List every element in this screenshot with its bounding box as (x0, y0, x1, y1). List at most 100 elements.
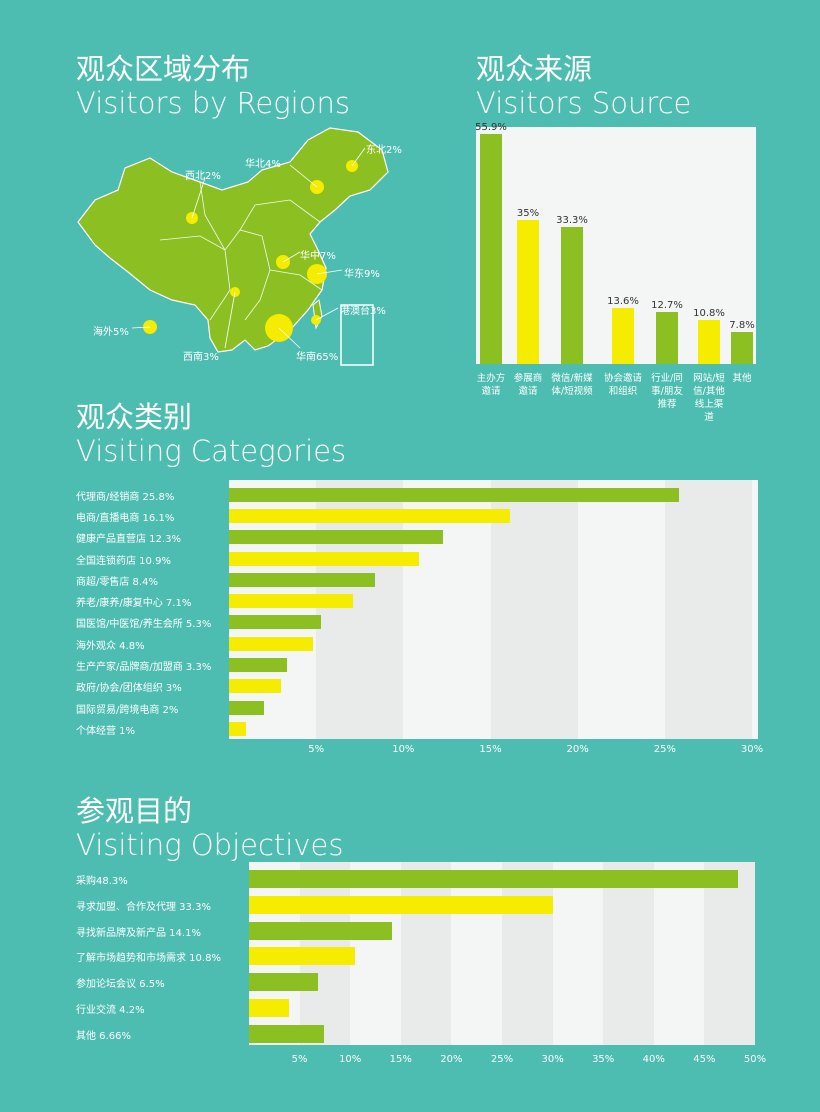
x-tick-label: 其他 (732, 373, 752, 384)
bar (229, 530, 444, 545)
x-tick-label: 15% (389, 1054, 412, 1065)
x-tick-label: 35% (592, 1054, 615, 1065)
source-title-en: Visitors Source (476, 86, 692, 120)
x-tick-label: 40% (642, 1054, 665, 1065)
grid-stripe (603, 862, 654, 1045)
objectives-title-cn: 参观目的 (76, 794, 193, 828)
bar (480, 134, 502, 364)
bar (229, 636, 313, 651)
categories-chart (229, 480, 758, 739)
x-tick-label: 网站/短 信/其他 线上渠道 (693, 373, 725, 423)
data-label: 55.9% (475, 122, 507, 134)
bar (229, 487, 679, 502)
y-tick-label: 采购48.3% (76, 875, 128, 887)
south-sea-inset (340, 304, 374, 366)
bar (731, 331, 753, 364)
grid-stripe (664, 480, 752, 739)
bar (229, 551, 420, 566)
x-tick-label: 10% (339, 1054, 362, 1065)
y-tick-label: 全国连锁药店 10.9% (76, 555, 171, 567)
bar (249, 947, 356, 966)
x-tick-label: 30% (541, 1054, 564, 1065)
bar (229, 594, 353, 609)
region-label: 华北4% (245, 159, 281, 170)
y-tick-label: 了解市场趋势和市场需求 10.8% (76, 953, 221, 965)
y-tick-label: 海外观众 4.8% (76, 640, 145, 652)
bar (249, 921, 392, 940)
y-tick-label: 个体经营 1% (76, 725, 136, 737)
x-tick-label: 20% (440, 1054, 463, 1065)
x-tick-label: 参展商 邀请 (513, 373, 543, 397)
bar (249, 1024, 324, 1043)
source-chart: 55.9% 35% 33.3% 13.6% 12.7% 10.8% 7.8% (475, 122, 756, 364)
y-tick-label: 国医馆/中医馆/养生会所 5.3% (76, 619, 212, 631)
x-tick-label: 10% (392, 744, 415, 755)
region-label: 西北2% (185, 171, 221, 182)
y-tick-label: 健康产品直营店 12.3% (76, 534, 181, 546)
bar (698, 319, 720, 364)
y-tick-label: 寻求加盟、合作及代理 33.3% (76, 901, 211, 913)
data-label: 12.7% (651, 299, 683, 311)
x-tick-label: 5% (291, 1054, 308, 1065)
x-tick-label: 45% (693, 1054, 716, 1065)
bar (612, 308, 634, 364)
grid-stripe (490, 480, 578, 739)
x-tick-label: 微信/新媒 体/短视频 (551, 373, 593, 397)
data-label: 10.8% (693, 307, 725, 319)
data-label: 33.3% (556, 215, 588, 227)
y-tick-label: 寻找新品牌及新产品 14.1% (76, 927, 201, 939)
region-label: 海外5% (93, 327, 129, 338)
y-tick-label: 生产产家/品牌商/加盟商 3.3% (76, 662, 212, 674)
x-tick-label: 50% (743, 1054, 767, 1065)
bar (249, 869, 738, 888)
bar (229, 679, 282, 694)
categories-title-cn: 观众类别 (76, 400, 193, 434)
bar (249, 998, 290, 1017)
bar (249, 973, 318, 992)
x-tick-label: 25% (653, 744, 676, 755)
bar (229, 721, 247, 736)
y-tick-label: 其他 6.66% (76, 1030, 131, 1042)
x-tick-label: 25% (490, 1054, 514, 1065)
bar (229, 658, 287, 673)
x-tick-label: 30% (740, 744, 764, 755)
source-title-cn: 观众来源 (476, 52, 593, 86)
x-tick-label: 5% (308, 744, 325, 755)
region-label: 华南65% (296, 352, 339, 363)
grid-stripe (316, 480, 404, 739)
y-tick-label: 电商/直播电商 16.1% (76, 512, 175, 524)
y-tick-label: 行业交流 4.2% (76, 1004, 145, 1016)
grid-stripe (400, 862, 452, 1045)
region-label: 西南3% (183, 352, 219, 363)
bar (229, 572, 376, 587)
grid-stripe (502, 862, 553, 1045)
x-tick-label: 行业/同 事/朋友 推荐 (651, 373, 683, 410)
bar (229, 615, 322, 630)
x-tick-label: 20% (566, 744, 589, 755)
x-tick-label: 主办方 邀请 (476, 373, 506, 397)
data-label: 7.8% (729, 319, 755, 331)
region-label: 东北2% (366, 145, 402, 156)
region-label: 港澳台3% (340, 306, 386, 317)
y-tick-label: 参加论坛会议 6.5% (76, 979, 165, 991)
bar (229, 700, 264, 715)
y-tick-label: 政府/协会/团体组织 3% (76, 683, 182, 695)
y-tick-label: 商超/零售店 8.4% (76, 576, 158, 588)
x-tick-label: 协会邀请 和组织 (603, 373, 642, 397)
y-tick-label: 养老/康养/康复中心 7.1% (76, 598, 192, 610)
grid-stripe (704, 862, 755, 1045)
categories-title-en: Visiting Categories (76, 434, 347, 468)
data-label: 13.6% (607, 296, 639, 308)
region-label: 华东9% (344, 269, 380, 280)
objectives-title-en: Visiting Objectives (76, 828, 344, 862)
bar (561, 227, 583, 364)
y-tick-label: 代理商/经销商 25.8% (76, 491, 175, 503)
regions-title-en: Visitors by Regions (76, 86, 350, 120)
bar (656, 311, 678, 364)
bar (229, 508, 510, 523)
region-label: 华中7% (300, 251, 336, 262)
y-tick-label: 国际贸易/跨境电商 2% (76, 704, 179, 716)
data-label: 35% (516, 208, 540, 220)
objectives-chart (249, 862, 755, 1045)
regions-title-cn: 观众区域分布 (76, 52, 251, 86)
